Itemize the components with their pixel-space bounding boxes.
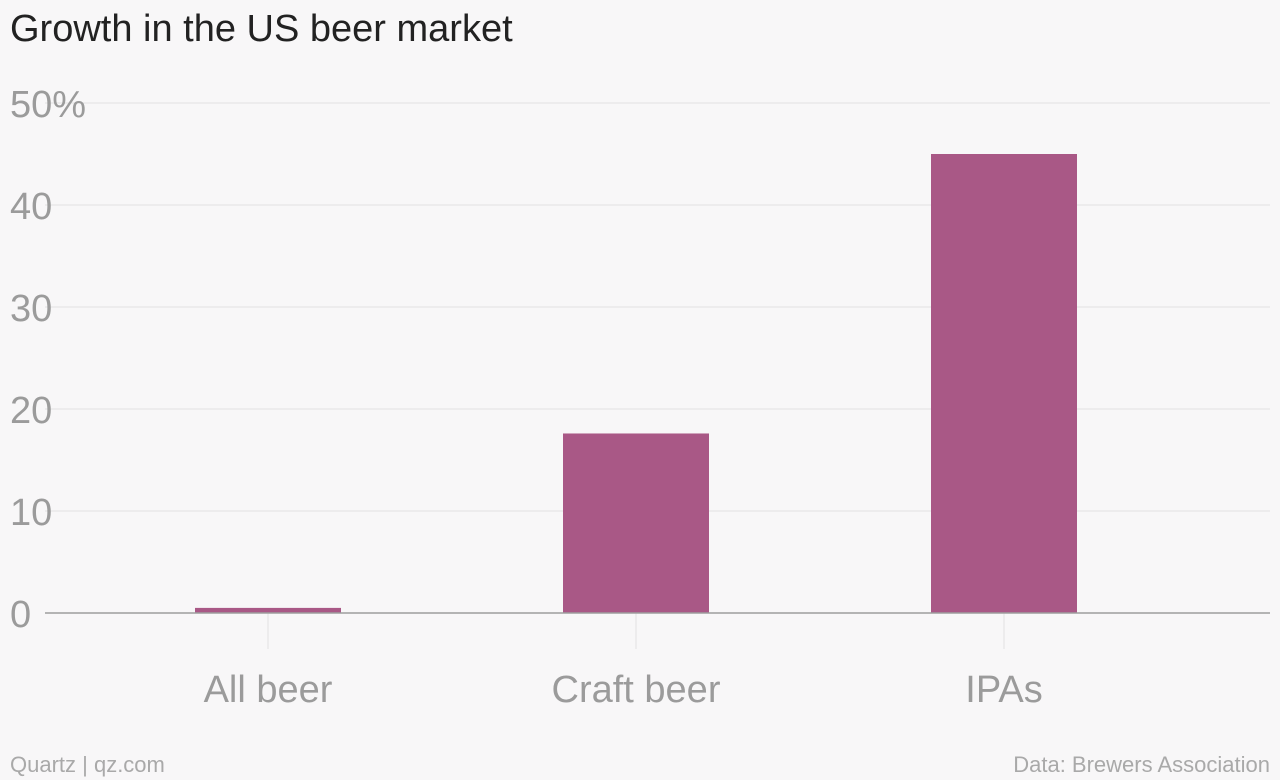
bar: [195, 607, 341, 613]
x-tick-label: IPAs: [965, 669, 1042, 711]
bar: [931, 154, 1077, 613]
bar: [563, 433, 709, 613]
y-tick-label: 50%: [10, 84, 86, 126]
source-credit: Quartz | qz.com: [10, 752, 165, 777]
x-tick-label: All beer: [204, 669, 333, 711]
y-tick-label: 30: [10, 288, 52, 330]
data-source: Data: Brewers Association: [1013, 752, 1270, 777]
y-axis-ticks: 0 10 20 30 40 50%: [10, 84, 86, 636]
y-tick-label: 20: [10, 390, 52, 432]
x-tick-label: Craft beer: [552, 669, 721, 711]
y-tick-label: 0: [10, 594, 31, 636]
y-tick-label: 40: [10, 186, 52, 228]
chart-title: Growth in the US beer market: [10, 8, 513, 50]
bars: [195, 154, 1077, 613]
x-axis-ticks: All beer Craft beer IPAs: [204, 613, 1043, 711]
y-tick-label: 10: [10, 492, 52, 534]
